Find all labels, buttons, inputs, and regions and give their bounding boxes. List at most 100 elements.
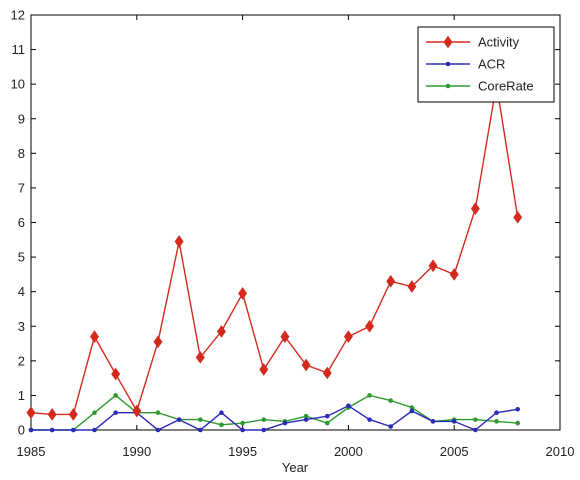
data-point-corerate xyxy=(303,413,309,419)
data-point-acr xyxy=(49,427,55,433)
series-line-acr xyxy=(31,404,518,431)
y-tick-label: 7 xyxy=(18,180,25,195)
y-tick-label: 10 xyxy=(11,77,25,92)
y-tick-label: 8 xyxy=(18,146,25,161)
data-point-activity xyxy=(90,330,99,343)
data-point-acr xyxy=(388,424,394,429)
data-point-corerate xyxy=(113,393,118,398)
data-point-activity xyxy=(259,363,269,376)
legend: Activity ACR CoreRate xyxy=(417,26,555,103)
data-point-activity xyxy=(365,319,375,333)
data-point-acr xyxy=(219,410,224,416)
data-point-acr xyxy=(261,427,267,433)
data-point-corerate xyxy=(261,417,267,422)
data-point-acr xyxy=(71,427,76,433)
legend-swatch-marker xyxy=(445,83,451,89)
x-axis-title: Year xyxy=(282,460,309,475)
legend-item-activity: Activity xyxy=(426,35,520,50)
data-point-activity xyxy=(26,406,36,420)
data-point-corerate xyxy=(155,410,161,416)
x-tick-label: 1985 xyxy=(17,444,46,459)
data-point-corerate xyxy=(388,398,394,403)
x-tick-label: 1995 xyxy=(228,444,257,459)
data-point-corerate xyxy=(473,417,478,422)
y-tick-label: 4 xyxy=(18,284,25,299)
data-point-acr xyxy=(473,427,478,433)
data-point-corerate xyxy=(197,417,203,422)
data-point-corerate xyxy=(409,405,415,410)
data-point-corerate xyxy=(515,420,520,426)
y-tick-label: 1 xyxy=(18,388,25,403)
data-point-corerate xyxy=(219,422,224,428)
series-line-activity xyxy=(30,84,519,416)
x-tick-label: 2010 xyxy=(546,444,575,459)
data-point-activity xyxy=(153,335,163,349)
data-point-activity xyxy=(280,330,290,343)
y-tick-label: 9 xyxy=(18,111,25,126)
data-point-acr xyxy=(494,410,499,416)
data-point-activity xyxy=(343,330,353,343)
data-point-corerate xyxy=(494,419,499,424)
x-tick-label: 1990 xyxy=(122,444,151,459)
data-point-acr xyxy=(240,427,245,433)
y-tick-label: 0 xyxy=(18,423,25,438)
x-axis: 1985 1990 1995 2000 2005 2010 xyxy=(17,15,575,459)
data-point-acr xyxy=(176,417,182,422)
data-point-activity xyxy=(301,358,311,372)
data-point-acr xyxy=(409,408,415,414)
y-tick-label: 6 xyxy=(18,215,25,230)
data-point-acr xyxy=(303,417,309,422)
x-tick-label: 2005 xyxy=(440,444,469,459)
data-point-acr xyxy=(113,410,118,416)
series-activity xyxy=(26,77,523,421)
data-point-acr xyxy=(324,413,330,419)
data-point-activity xyxy=(470,202,480,216)
data-point-activity xyxy=(513,210,523,224)
data-point-corerate xyxy=(324,420,330,426)
y-tick-label: 3 xyxy=(18,319,25,334)
x-tick-label: 2000 xyxy=(334,444,363,459)
data-point-activity xyxy=(111,367,121,381)
data-point-acr xyxy=(346,403,351,409)
data-point-activity xyxy=(174,235,184,248)
data-point-activity xyxy=(386,274,396,288)
legend-label: ACR xyxy=(478,57,505,72)
data-point-acr xyxy=(451,419,457,424)
y-tick-label: 2 xyxy=(18,353,25,368)
data-point-acr xyxy=(28,427,34,433)
y-tick-label: 5 xyxy=(18,250,25,265)
data-point-activity xyxy=(238,287,248,300)
data-point-acr xyxy=(430,419,436,424)
data-point-acr xyxy=(92,427,97,433)
data-point-activity xyxy=(407,280,417,293)
legend-swatch-marker xyxy=(443,35,453,49)
data-point-acr xyxy=(155,427,161,433)
data-point-corerate xyxy=(92,410,97,416)
data-point-activity xyxy=(322,366,332,380)
y-tick-label: 11 xyxy=(12,42,26,57)
data-point-activity xyxy=(428,259,438,273)
data-point-activity xyxy=(449,268,459,281)
legend-label: Activity xyxy=(478,35,520,50)
data-point-activity xyxy=(132,404,142,418)
legend-item-acr: ACR xyxy=(426,57,505,72)
data-point-acr xyxy=(282,420,288,426)
data-point-corerate xyxy=(367,393,372,398)
data-point-corerate xyxy=(240,420,245,426)
data-point-activity xyxy=(216,325,226,338)
data-point-activity xyxy=(195,351,205,364)
data-point-activity xyxy=(47,408,57,421)
legend-item-corerate: CoreRate xyxy=(426,79,534,94)
series-acr xyxy=(28,403,520,433)
y-tick-label: 12 xyxy=(11,8,25,23)
series-layer xyxy=(26,77,523,433)
legend-swatch-marker xyxy=(445,61,451,67)
data-point-activity xyxy=(68,408,78,421)
data-point-acr xyxy=(367,417,372,422)
data-point-acr xyxy=(197,427,203,433)
legend-label: CoreRate xyxy=(478,79,534,94)
data-point-acr xyxy=(515,406,520,412)
